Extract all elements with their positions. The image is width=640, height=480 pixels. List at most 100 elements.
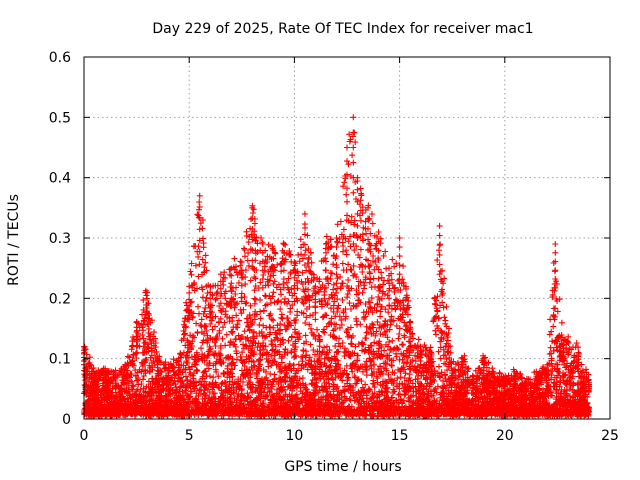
roti-point xyxy=(241,245,247,252)
roti-point xyxy=(198,284,205,291)
roti-point xyxy=(295,251,302,258)
roti-point xyxy=(221,319,228,326)
roti-point xyxy=(546,331,553,338)
roti-point xyxy=(278,291,284,298)
roti-point xyxy=(233,284,239,291)
roti-point xyxy=(397,374,404,381)
roti-point xyxy=(307,341,314,348)
roti-point xyxy=(292,353,299,360)
roti-point xyxy=(351,247,358,254)
roti-point xyxy=(140,327,147,334)
roti-point xyxy=(243,299,250,306)
roti-point xyxy=(237,258,244,265)
roti-point xyxy=(265,241,272,248)
roti-point xyxy=(277,321,284,327)
roti-point xyxy=(552,305,559,312)
roti-point xyxy=(249,210,256,216)
roti-point xyxy=(215,373,222,380)
roti-point xyxy=(251,274,258,281)
roti-point xyxy=(181,331,188,338)
roti-point xyxy=(130,383,137,390)
roti-point xyxy=(200,240,207,247)
roti-point xyxy=(196,261,203,268)
roti-point xyxy=(359,262,366,269)
roti-point xyxy=(212,296,219,303)
roti-point xyxy=(361,285,367,292)
roti-point xyxy=(292,320,299,326)
roti-point xyxy=(327,269,334,276)
roti-point xyxy=(220,274,227,281)
roti-point xyxy=(431,294,438,301)
roti-point xyxy=(278,311,285,318)
data-points xyxy=(81,114,592,420)
roti-point xyxy=(305,256,312,263)
roti-point xyxy=(343,251,350,258)
roti-point xyxy=(195,253,202,260)
roti-point xyxy=(436,374,443,380)
roti-point xyxy=(184,337,191,344)
roti-point xyxy=(297,236,304,243)
roti-point xyxy=(357,217,364,224)
roti-point xyxy=(396,391,403,398)
roti-point xyxy=(233,356,240,363)
roti-point xyxy=(141,339,148,346)
roti-point xyxy=(187,268,194,275)
roti-point xyxy=(415,336,422,343)
roti-point xyxy=(251,295,258,302)
roti-point xyxy=(377,313,384,320)
roti-point xyxy=(341,179,348,186)
roti-point xyxy=(348,306,354,312)
roti-point xyxy=(385,309,392,316)
roti-point xyxy=(187,299,194,306)
roti-point xyxy=(367,270,373,277)
roti-point xyxy=(306,321,313,328)
roti-point xyxy=(220,370,227,376)
roti-point xyxy=(143,292,150,299)
roti-point xyxy=(220,324,226,331)
roti-point xyxy=(357,197,364,204)
roti-point xyxy=(339,239,346,246)
roti-point xyxy=(351,271,358,278)
roti-point xyxy=(578,361,585,368)
roti-point xyxy=(190,332,196,339)
roti-point xyxy=(436,247,442,254)
roti-point xyxy=(262,292,269,299)
roti-point xyxy=(270,317,277,324)
roti-point xyxy=(402,370,409,377)
chart-title: Day 229 of 2025, Rate Of TEC Index for r… xyxy=(152,21,533,37)
roti-point xyxy=(250,206,257,213)
roti-point xyxy=(432,301,439,308)
roti-point xyxy=(256,321,263,328)
roti-point xyxy=(316,343,323,350)
roti-point xyxy=(280,280,287,287)
roti-point xyxy=(247,246,254,253)
roti-point xyxy=(251,287,258,294)
roti-point xyxy=(189,314,196,321)
roti-point xyxy=(255,366,262,373)
roti-point xyxy=(257,315,264,322)
roti-point xyxy=(287,309,294,315)
roti-point xyxy=(321,292,328,299)
roti-point xyxy=(330,281,337,288)
roti-point xyxy=(442,317,449,324)
roti-point xyxy=(547,344,554,351)
roti-point xyxy=(198,316,205,323)
roti-point xyxy=(443,303,450,310)
roti-point xyxy=(373,328,380,335)
roti-point xyxy=(198,345,205,352)
roti-point xyxy=(440,346,447,353)
roti-point xyxy=(437,355,444,362)
roti-point xyxy=(436,363,442,370)
roti-point xyxy=(359,269,366,275)
roti-point xyxy=(339,280,346,287)
roti-point xyxy=(245,262,252,269)
roti-point xyxy=(239,349,246,356)
roti-point xyxy=(247,277,254,284)
roti-point xyxy=(390,389,397,396)
roti-point xyxy=(389,362,395,369)
roti-point xyxy=(400,341,406,348)
roti-point xyxy=(200,294,206,301)
roti-point xyxy=(231,255,238,262)
roti-point xyxy=(282,295,288,302)
